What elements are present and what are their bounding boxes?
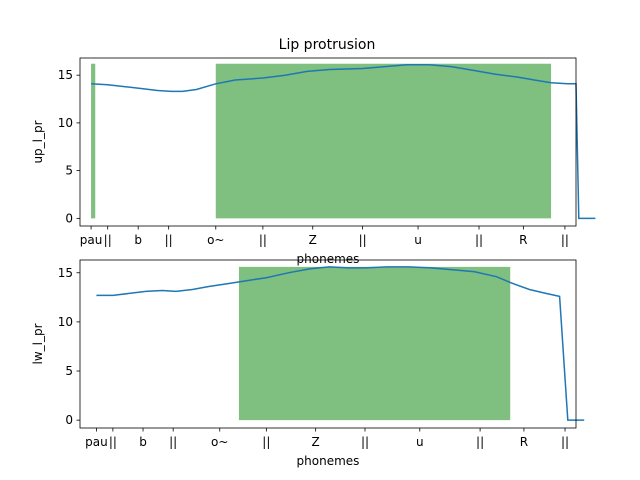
x-tick-label: || bbox=[361, 435, 369, 449]
bar-0 bbox=[238, 266, 511, 421]
x-tick-label: o~ bbox=[207, 233, 224, 247]
y-tick-label: 5 bbox=[65, 164, 73, 178]
y-tick-label: 10 bbox=[58, 315, 73, 329]
axes-frame bbox=[79, 259, 577, 429]
series-line bbox=[91, 63, 596, 220]
x-tick-label: R bbox=[520, 435, 528, 449]
chart-title: Lip protrusion bbox=[279, 37, 376, 53]
x-tick-label: || bbox=[169, 435, 177, 449]
series-line bbox=[96, 266, 585, 421]
x-tick-label: || bbox=[259, 233, 267, 247]
x-tick-label: Z bbox=[309, 233, 317, 247]
axes-frame bbox=[79, 57, 577, 227]
y-tick-label: 15 bbox=[58, 68, 73, 82]
x-tick-label: || bbox=[359, 233, 367, 247]
x-tick-label: o~ bbox=[211, 435, 228, 449]
x-tick-label: u bbox=[414, 233, 422, 247]
x-tick-label: Z bbox=[312, 435, 320, 449]
x-tick-label: || bbox=[476, 435, 484, 449]
x-tick-label: || bbox=[475, 233, 483, 247]
y-tick-label: 0 bbox=[65, 211, 73, 225]
x-tick-label: pau bbox=[80, 233, 103, 247]
x-tick-label: pau bbox=[85, 435, 108, 449]
y-tick-label: 10 bbox=[58, 116, 73, 130]
bar-0 bbox=[91, 63, 96, 219]
x-tick-label: || bbox=[109, 435, 117, 449]
x-tick-label: || bbox=[165, 233, 173, 247]
x-axis-label: phonemes bbox=[297, 252, 360, 266]
bar-1 bbox=[215, 63, 552, 219]
x-axis-label: phonemes bbox=[297, 454, 360, 468]
y-axis-label: up_l_pr bbox=[31, 120, 45, 163]
x-tick-label: || bbox=[561, 435, 569, 449]
x-tick-label: || bbox=[561, 233, 569, 247]
x-tick-label: || bbox=[104, 233, 112, 247]
y-tick-label: 0 bbox=[65, 413, 73, 427]
x-tick-label: || bbox=[262, 435, 270, 449]
x-tick-label: u bbox=[416, 435, 424, 449]
y-axis-label: lw_l_pr bbox=[31, 323, 45, 364]
x-tick-label: R bbox=[519, 233, 527, 247]
x-tick-label: b bbox=[139, 435, 147, 449]
x-tick-label: b bbox=[134, 233, 142, 247]
y-tick-label: 5 bbox=[65, 364, 73, 378]
y-tick-label: 15 bbox=[58, 266, 73, 280]
